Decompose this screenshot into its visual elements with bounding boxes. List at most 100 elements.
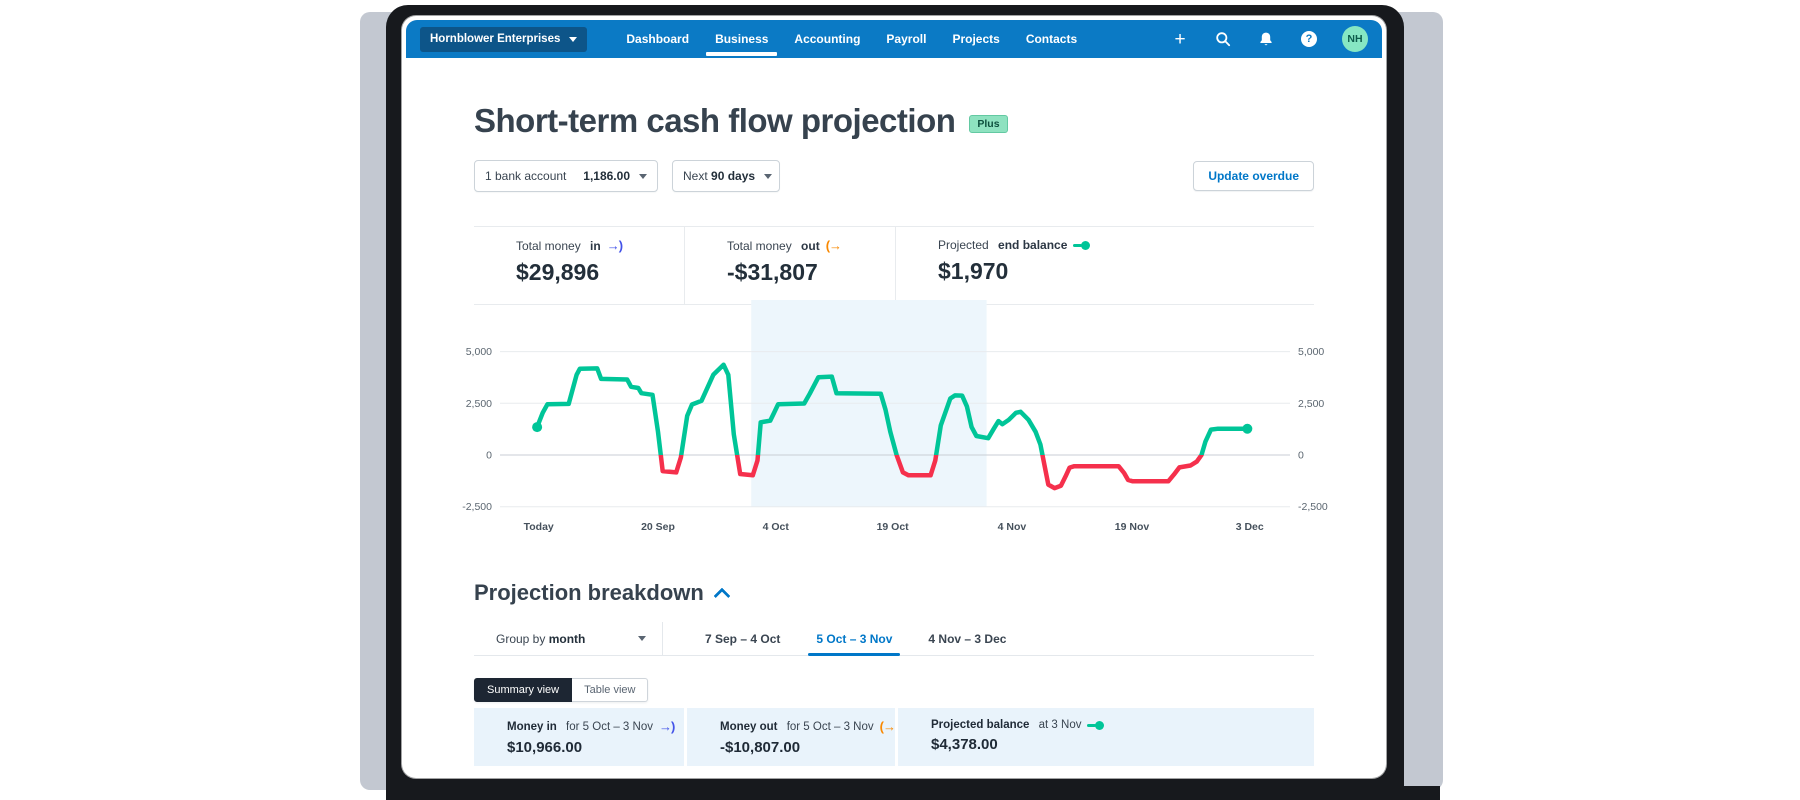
projected-balance-card-value: $4,378.00 xyxy=(931,736,998,753)
nav-item-label: Business xyxy=(715,32,769,46)
total-money-out-label: Total money out (→ xyxy=(727,238,842,253)
svg-text:2,500: 2,500 xyxy=(1298,398,1324,410)
svg-text:0: 0 xyxy=(486,450,492,462)
nav-item-accounting[interactable]: Accounting xyxy=(781,20,873,58)
search-icon[interactable] xyxy=(1213,29,1233,49)
avatar-initials: NH xyxy=(1347,33,1363,45)
bell-icon[interactable] xyxy=(1256,29,1276,49)
chevron-up-icon xyxy=(713,587,731,605)
nav-item-label: Dashboard xyxy=(626,32,690,46)
money-out-card-value: -$10,807.00 xyxy=(720,739,801,756)
total-money-out-value: -$31,807 xyxy=(727,259,818,285)
svg-text:5,000: 5,000 xyxy=(1298,346,1324,358)
projected-balance-card: Projected balance at 3 Nov $4,378.00 xyxy=(898,708,1314,766)
nav-item-contacts[interactable]: Contacts xyxy=(1013,20,1090,58)
tab-label: 4 Nov – 3 Dec xyxy=(928,631,1007,646)
group-by-value: month xyxy=(548,631,586,646)
svg-text:-2,500: -2,500 xyxy=(462,501,492,513)
nav-item-projects[interactable]: Projects xyxy=(939,20,1012,58)
nav-item-dashboard[interactable]: Dashboard xyxy=(613,20,702,58)
tab-period-1[interactable]: 7 Sep – 4 Oct xyxy=(687,622,798,655)
active-tab-underline xyxy=(808,653,901,656)
nav-utility-icons: + ? NH xyxy=(1170,26,1368,52)
view-toggle: Summary view Table view xyxy=(474,678,649,702)
balance-line-dot-icon xyxy=(1087,720,1105,730)
help-icon[interactable]: ? xyxy=(1299,29,1319,49)
svg-text:19 Oct: 19 Oct xyxy=(877,521,910,533)
total-money-in-label: Total money in →) xyxy=(516,238,623,253)
money-out-arrow-icon: (→ xyxy=(879,719,896,734)
chevron-down-icon xyxy=(764,173,773,179)
bank-account-select[interactable]: 1 bank account 1,186.00 xyxy=(474,160,658,192)
total-money-in-cell: Total money in →) $29,896 xyxy=(474,227,684,304)
period-summary-cards: Money in for 5 Oct – 3 Nov →) $10,966.00 … xyxy=(474,708,1314,766)
table-view-button[interactable]: Table view xyxy=(572,678,649,702)
top-nav: Hornblower Enterprises Dashboard Busines… xyxy=(406,20,1382,58)
money-in-card-label: Money in for 5 Oct – 3 Nov →) xyxy=(507,719,675,734)
range-prefix: Next xyxy=(683,169,712,183)
cashflow-chart: 5,000 5,000 2,500 2,500 0 0 -2,500 -2,500 Today 2… xyxy=(442,300,1346,546)
laptop-base xyxy=(386,786,1440,800)
svg-text:5,000: 5,000 xyxy=(466,346,492,358)
breakdown-heading: Projection breakdown xyxy=(474,580,704,605)
group-by-prefix: Group by xyxy=(496,631,549,646)
update-overdue-button[interactable]: Update overdue xyxy=(1193,161,1314,191)
nav-item-label: Accounting xyxy=(794,32,861,46)
breakdown-controls: Group by month 7 Sep – 4 Oct 5 Oct – 3 N… xyxy=(474,622,1314,656)
plan-badge: Plus xyxy=(969,115,1008,133)
projected-balance-card-label: Projected balance at 3 Nov xyxy=(931,719,1314,731)
projected-end-balance-label: Projected end balance xyxy=(938,238,1314,252)
chevron-down-icon xyxy=(638,636,646,641)
svg-text:4 Nov: 4 Nov xyxy=(998,521,1027,533)
nav-item-label: Payroll xyxy=(886,32,927,46)
chevron-down-icon xyxy=(639,173,647,179)
group-by-select[interactable]: Group by month xyxy=(474,622,663,655)
add-icon[interactable]: + xyxy=(1174,28,1186,50)
org-switcher-button[interactable]: Hornblower Enterprises xyxy=(420,26,588,52)
money-in-card-value: $10,966.00 xyxy=(507,739,583,756)
total-money-out-cell: Total money out (→ -$31,807 xyxy=(684,227,895,304)
money-in-arrow-icon: →) xyxy=(658,719,675,734)
totals-strip: Total money in →) $29,896 Total money out… xyxy=(474,226,1314,305)
bank-account-balance: 1,186.00 xyxy=(583,169,630,183)
total-money-in-value: $29,896 xyxy=(516,259,600,285)
tab-label: 7 Sep – 4 Oct xyxy=(705,631,781,646)
money-out-arrow-icon: (→ xyxy=(825,238,842,253)
user-avatar[interactable]: NH xyxy=(1342,26,1368,52)
org-name: Hornblower Enterprises xyxy=(430,33,561,45)
projected-end-balance-value: $1,970 xyxy=(938,258,1009,284)
money-out-card-label: Money out for 5 Oct – 3 Nov (→ xyxy=(720,719,896,734)
nav-item-business[interactable]: Business xyxy=(702,20,781,58)
projected-end-balance-cell: Projected end balance $1,970 xyxy=(895,227,1314,304)
chevron-down-icon xyxy=(569,36,578,42)
cashflow-chart-svg: 5,000 5,000 2,500 2,500 0 0 -2,500 -2,500 Today 2… xyxy=(462,300,1328,533)
money-out-card: Money out for 5 Oct – 3 Nov (→ -$10,807.0… xyxy=(687,708,896,766)
summary-view-button[interactable]: Summary view xyxy=(474,678,573,702)
svg-text:3 Dec: 3 Dec xyxy=(1236,521,1264,533)
breakdown-header[interactable]: Projection breakdown xyxy=(474,580,731,606)
svg-text:2,500: 2,500 xyxy=(466,398,492,410)
money-in-arrow-icon: →) xyxy=(606,238,623,253)
money-in-card: Money in for 5 Oct – 3 Nov →) $10,966.00 xyxy=(474,708,684,766)
range-value: 90 days xyxy=(711,169,756,183)
nav-item-payroll[interactable]: Payroll xyxy=(873,20,939,58)
period-tabs: 7 Sep – 4 Oct 5 Oct – 3 Nov 4 Nov – 3 De… xyxy=(687,622,1024,656)
page-title: Short-term cash flow projection xyxy=(474,102,956,139)
active-tab-underline xyxy=(706,52,778,56)
app-window: Hornblower Enterprises Dashboard Busines… xyxy=(402,16,1386,778)
tab-period-3[interactable]: 4 Nov – 3 Dec xyxy=(910,622,1024,655)
svg-text:Today: Today xyxy=(524,521,554,533)
filter-row: 1 bank account 1,186.00 Next 90 days Upd… xyxy=(474,160,1314,192)
svg-text:0: 0 xyxy=(1298,450,1304,462)
svg-text:20 Sep: 20 Sep xyxy=(641,521,675,533)
bank-account-label: 1 bank account xyxy=(485,169,567,183)
tab-period-2[interactable]: 5 Oct – 3 Nov xyxy=(798,622,910,656)
nav-item-label: Contacts xyxy=(1025,32,1078,46)
svg-text:19 Nov: 19 Nov xyxy=(1115,521,1150,533)
balance-line-dot-icon xyxy=(1073,240,1091,250)
date-range-select[interactable]: Next 90 days xyxy=(672,160,780,192)
svg-text:-2,500: -2,500 xyxy=(1298,501,1328,513)
page-header: Short-term cash flow projection Plus xyxy=(474,102,1008,140)
nav-item-label: Projects xyxy=(952,32,1000,46)
